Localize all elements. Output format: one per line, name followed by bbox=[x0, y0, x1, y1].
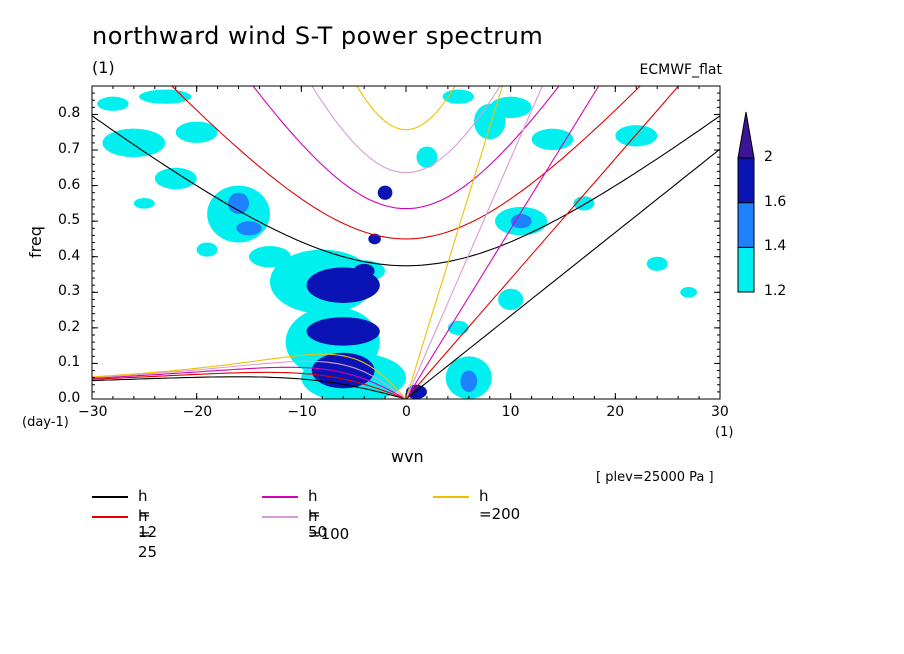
dispersion-curve bbox=[171, 86, 641, 240]
spectrum-blob bbox=[236, 221, 262, 236]
dispersion-curve bbox=[252, 86, 560, 210]
dispersion-curve bbox=[356, 86, 456, 131]
source-label: ECMWF_flat bbox=[639, 62, 722, 78]
spectrum-blob bbox=[646, 256, 668, 271]
spectrum-blob bbox=[615, 125, 658, 147]
x-tick-label: 30 bbox=[711, 404, 729, 420]
y-tick-label: 0.4 bbox=[58, 247, 81, 264]
legend-swatch bbox=[92, 516, 128, 518]
x-tick-label: 20 bbox=[606, 404, 625, 420]
kelvin-line bbox=[405, 86, 600, 399]
rossby-curve bbox=[92, 376, 407, 399]
spectrum-blob bbox=[377, 185, 393, 200]
y-tick-label: 0.2 bbox=[58, 318, 81, 335]
legend-swatch bbox=[92, 496, 128, 498]
spectrum-blob bbox=[510, 214, 532, 229]
x-tick-label: 10 bbox=[501, 404, 520, 420]
legend-swatch bbox=[433, 496, 469, 498]
spectrum-blob bbox=[139, 89, 192, 104]
spectrum-blob bbox=[447, 320, 469, 335]
spectrum-blob bbox=[680, 286, 697, 298]
legend-label: h = 50 bbox=[308, 487, 328, 541]
colorbar-segment bbox=[737, 246, 755, 293]
colorbar-segment bbox=[737, 157, 755, 204]
spectrum-blob bbox=[489, 96, 532, 119]
rossby-curve bbox=[92, 371, 407, 399]
plev-label: [ plev=25000 Pa ] bbox=[596, 470, 714, 485]
spectrum-blob bbox=[133, 198, 155, 209]
y-tick-label: 0.1 bbox=[58, 354, 81, 371]
kelvin-line bbox=[405, 86, 543, 399]
spectrum-blob bbox=[102, 128, 166, 158]
spectrum-blob bbox=[311, 352, 375, 389]
colorbar-label: 2 bbox=[764, 149, 773, 165]
x-axis-unit: (1) bbox=[715, 425, 734, 440]
legend-label: h = 25 bbox=[138, 507, 158, 561]
spectrum-blob bbox=[228, 192, 250, 215]
y-tick-label: 0.7 bbox=[58, 141, 81, 158]
kelvin-line bbox=[405, 86, 503, 399]
spectrum-blob bbox=[306, 317, 380, 346]
colorbar-label: 1.2 bbox=[764, 283, 787, 299]
rossby-curve bbox=[92, 360, 407, 399]
x-tick-label: 0 bbox=[402, 404, 411, 420]
colorbar-label: 1.4 bbox=[764, 238, 787, 255]
rossby-curve bbox=[92, 353, 407, 399]
x-tick-label: −20 bbox=[182, 404, 213, 420]
spectrum-blob bbox=[196, 242, 218, 257]
units-label: (1) bbox=[92, 58, 115, 77]
spectrum-blob bbox=[368, 233, 381, 245]
y-tick-label: 0.0 bbox=[58, 390, 81, 406]
spectrum-blob bbox=[531, 128, 574, 151]
y-tick-label: 0.6 bbox=[58, 176, 81, 193]
spectrum-blob bbox=[248, 246, 291, 268]
y-tick-label: 0.8 bbox=[58, 105, 81, 122]
dispersion-curve bbox=[92, 115, 720, 267]
legend-label: h =100 bbox=[308, 507, 350, 543]
legend-label: h =200 bbox=[479, 487, 521, 523]
kelvin-line bbox=[405, 148, 720, 399]
y-axis-unit: (day-1) bbox=[22, 415, 69, 430]
y-axis-label: freq bbox=[26, 226, 45, 258]
dispersion-curve bbox=[311, 86, 501, 174]
spectrum-blob bbox=[416, 146, 438, 168]
legend-swatch bbox=[262, 496, 298, 498]
spectrum-blob bbox=[442, 89, 475, 104]
spectrum-blob bbox=[175, 121, 218, 143]
spectrum-blob bbox=[97, 96, 129, 111]
colorbar-segment bbox=[737, 202, 755, 248]
spectrum-blob bbox=[154, 167, 197, 190]
legend-label: h = 12 bbox=[138, 487, 158, 541]
y-tick-label: 0.3 bbox=[58, 283, 81, 300]
x-tick-label: −10 bbox=[287, 404, 317, 420]
spectrum-blob bbox=[353, 263, 375, 279]
rossby-curve bbox=[92, 366, 407, 399]
x-tick-label: −30 bbox=[78, 404, 108, 420]
chart-title: northward wind S-T power spectrum bbox=[92, 22, 544, 50]
colorbar-label: 1.6 bbox=[764, 193, 787, 210]
colorbar-arrow bbox=[737, 111, 755, 159]
x-axis-label: wvn bbox=[391, 447, 424, 466]
kelvin-line bbox=[405, 86, 680, 399]
plot-area bbox=[92, 86, 720, 399]
spectrum-blob bbox=[498, 288, 524, 311]
y-tick-label: 0.5 bbox=[58, 212, 81, 229]
legend-swatch bbox=[262, 516, 298, 518]
spectrum-blob bbox=[460, 370, 478, 392]
